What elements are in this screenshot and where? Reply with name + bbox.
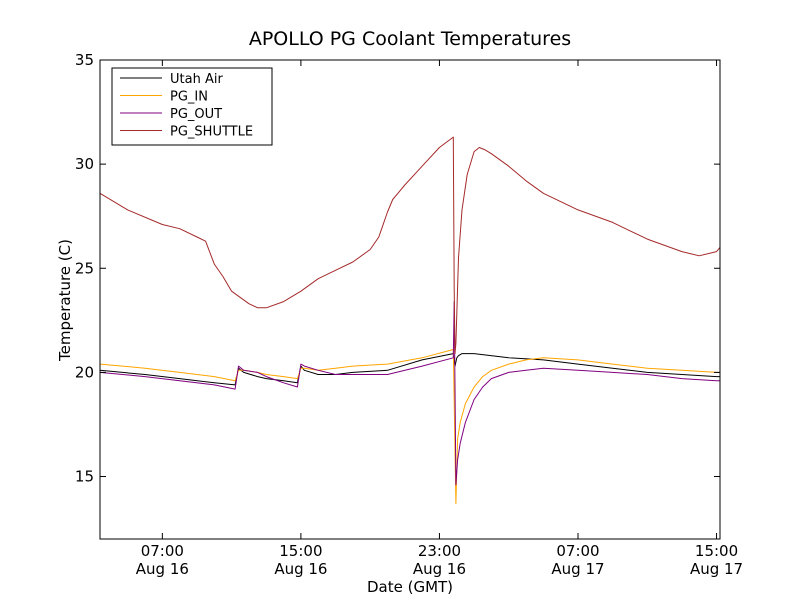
- y-tick-label: 15: [75, 468, 94, 486]
- x-tick-time-label: 23:00: [418, 542, 461, 560]
- series-line-pg-out: [99, 301, 720, 486]
- y-tick-label: 25: [75, 259, 94, 277]
- x-tick-date-label: Aug 16: [274, 560, 327, 578]
- legend-label: PG_OUT: [170, 107, 222, 122]
- x-tick-time-label: 07:00: [556, 542, 599, 560]
- x-tick-time-label: 07:00: [141, 542, 184, 560]
- x-tick-date-label: Aug 17: [551, 560, 604, 578]
- x-tick-date-label: Aug 16: [413, 560, 466, 578]
- plot-frame: [99, 59, 721, 540]
- legend-label: PG_SHUTTLE: [170, 125, 253, 140]
- series-line-pg-shuttle: [99, 136, 721, 355]
- x-tick-time-label: 15:00: [695, 542, 738, 560]
- x-tick-date-label: Aug 16: [136, 560, 189, 578]
- legend: Utah Air PG_IN PG_OUT PG_SHUTTLE: [111, 67, 273, 146]
- legend-frame: [111, 67, 273, 146]
- x-tick-time-label: 15:00: [279, 542, 322, 560]
- y-tick-label: 35: [75, 51, 94, 69]
- x-axis-label: Date (GMT): [367, 578, 453, 596]
- y-axis-label: Temperature (C): [56, 239, 74, 362]
- series-layer: [99, 136, 721, 505]
- chart-title: APOLLO PG Coolant Temperatures: [249, 28, 571, 50]
- series-line-pg-in: [99, 349, 720, 505]
- y-tick-label: 30: [75, 155, 94, 173]
- legend-label: Utah Air: [170, 72, 223, 87]
- y-tick-label: 20: [75, 363, 94, 381]
- x-tick-date-label: Aug 17: [690, 560, 743, 578]
- legend-label: PG_IN: [170, 90, 208, 105]
- series-line-utah-air: [99, 353, 720, 386]
